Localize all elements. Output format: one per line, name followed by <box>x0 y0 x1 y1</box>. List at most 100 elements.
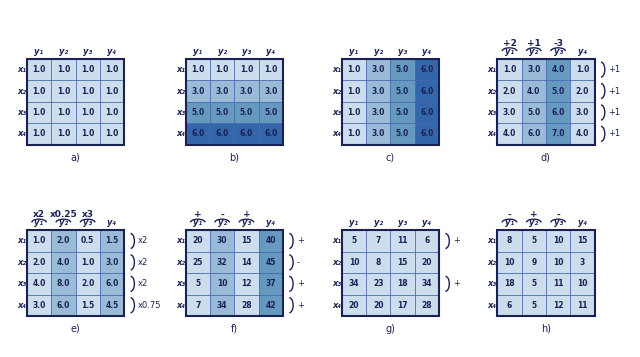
Text: y₁: y₁ <box>35 47 44 56</box>
Text: 3.0: 3.0 <box>216 86 228 96</box>
Text: x₁: x₁ <box>17 236 26 246</box>
Text: 1.0: 1.0 <box>348 108 360 117</box>
Text: d): d) <box>541 152 551 162</box>
Text: +: + <box>243 210 250 220</box>
Text: 3.0: 3.0 <box>372 86 385 96</box>
Text: y₁: y₁ <box>193 47 202 56</box>
Text: 1.0: 1.0 <box>216 65 228 74</box>
Text: 10: 10 <box>553 236 563 246</box>
Text: 6.0: 6.0 <box>106 279 118 288</box>
Text: y₁: y₁ <box>193 218 202 227</box>
Text: 10: 10 <box>553 258 563 267</box>
Text: 37: 37 <box>266 279 276 288</box>
Text: x₃: x₃ <box>17 279 26 288</box>
Text: y₄: y₄ <box>266 47 275 56</box>
Text: 1.0: 1.0 <box>81 258 94 267</box>
Text: 11: 11 <box>397 236 408 246</box>
Text: +1: +1 <box>609 108 621 117</box>
Text: -: - <box>297 258 300 267</box>
Text: 3: 3 <box>580 258 585 267</box>
Text: 3.0: 3.0 <box>503 108 516 117</box>
Text: 1.0: 1.0 <box>57 65 70 74</box>
Text: 6.0: 6.0 <box>240 129 253 139</box>
Text: 20: 20 <box>193 236 203 246</box>
Text: 1.0: 1.0 <box>57 86 70 96</box>
Text: x3: x3 <box>82 210 93 220</box>
Text: 3.0: 3.0 <box>527 65 540 74</box>
Text: 12: 12 <box>241 279 252 288</box>
Text: 6: 6 <box>424 236 429 246</box>
Text: 3.0: 3.0 <box>33 301 45 310</box>
Text: -: - <box>508 210 511 220</box>
Text: y₃: y₃ <box>554 218 563 227</box>
Text: 2.0: 2.0 <box>503 86 516 96</box>
Text: 6.0: 6.0 <box>420 86 433 96</box>
Text: x₃: x₃ <box>17 108 26 117</box>
Text: 1.0: 1.0 <box>33 236 45 246</box>
Text: 17: 17 <box>397 301 408 310</box>
Text: 14: 14 <box>241 258 252 267</box>
Text: 1.0: 1.0 <box>191 65 204 74</box>
Text: 7.0: 7.0 <box>551 129 565 139</box>
Text: 4.0: 4.0 <box>576 129 589 139</box>
Text: 12: 12 <box>553 301 563 310</box>
Text: 1.0: 1.0 <box>57 108 70 117</box>
Text: 2.0: 2.0 <box>576 86 589 96</box>
Text: y₄: y₄ <box>266 218 275 227</box>
Text: 42: 42 <box>266 301 276 310</box>
Text: x2: x2 <box>138 236 148 246</box>
Text: 6.0: 6.0 <box>57 301 70 310</box>
Text: x₁: x₁ <box>488 236 497 246</box>
Text: 7: 7 <box>195 301 200 310</box>
Text: b): b) <box>229 152 239 162</box>
Text: 3.0: 3.0 <box>264 86 277 96</box>
Text: 32: 32 <box>217 258 227 267</box>
Text: 23: 23 <box>373 279 383 288</box>
Text: x2: x2 <box>138 258 148 267</box>
Text: x₄: x₄ <box>176 301 185 310</box>
Text: 5: 5 <box>351 236 356 246</box>
Text: y₃: y₃ <box>554 47 563 56</box>
Text: +1: +1 <box>527 39 541 48</box>
Text: x0.25: x0.25 <box>49 210 77 220</box>
Text: 30: 30 <box>217 236 227 246</box>
Text: x₁: x₁ <box>488 65 497 74</box>
Text: 1.0: 1.0 <box>81 86 94 96</box>
Text: 18: 18 <box>397 279 408 288</box>
Text: +: + <box>530 210 538 220</box>
Text: 5.0: 5.0 <box>216 108 228 117</box>
Text: 6.0: 6.0 <box>420 65 433 74</box>
Text: x₂: x₂ <box>488 258 497 267</box>
Text: 2.0: 2.0 <box>57 236 70 246</box>
Text: 5: 5 <box>531 301 536 310</box>
Text: 18: 18 <box>504 279 515 288</box>
Text: x₃: x₃ <box>176 108 185 117</box>
Text: 5.0: 5.0 <box>396 129 409 139</box>
Text: 4.0: 4.0 <box>57 258 70 267</box>
Text: y₃: y₃ <box>398 47 407 56</box>
Text: 45: 45 <box>266 258 276 267</box>
Text: y₂: y₂ <box>218 218 227 227</box>
Text: x₃: x₃ <box>488 108 497 117</box>
Text: x₄: x₄ <box>176 129 185 139</box>
Text: 3.0: 3.0 <box>576 108 589 117</box>
Text: y₄: y₄ <box>422 218 431 227</box>
Text: x₃: x₃ <box>332 279 341 288</box>
Text: x₃: x₃ <box>332 108 341 117</box>
Text: 1.0: 1.0 <box>33 65 45 74</box>
Text: 20: 20 <box>349 301 359 310</box>
Text: x₁: x₁ <box>332 236 341 246</box>
Text: 1.0: 1.0 <box>106 65 118 74</box>
Text: x₂: x₂ <box>332 86 341 96</box>
Text: +1: +1 <box>609 129 621 139</box>
Text: x2: x2 <box>33 210 45 220</box>
Text: x₄: x₄ <box>17 301 26 310</box>
Text: 5.0: 5.0 <box>264 108 277 117</box>
Text: 1.0: 1.0 <box>81 108 94 117</box>
Text: 28: 28 <box>241 301 252 310</box>
Text: x₄: x₄ <box>488 129 497 139</box>
Text: 34: 34 <box>349 279 359 288</box>
Text: 34: 34 <box>217 301 227 310</box>
Text: 6.0: 6.0 <box>552 108 564 117</box>
Text: 4.0: 4.0 <box>552 65 564 74</box>
